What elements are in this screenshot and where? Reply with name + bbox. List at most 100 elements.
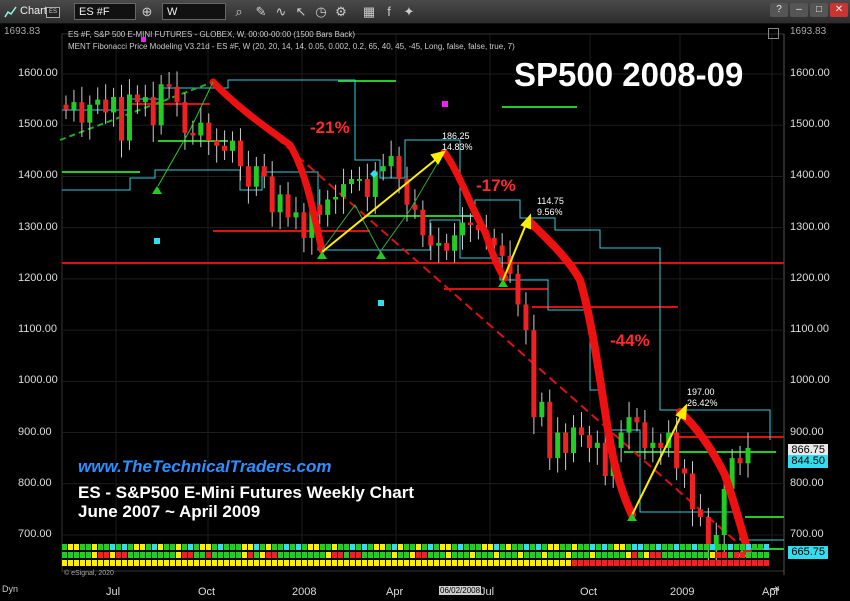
strip-cell	[362, 552, 367, 558]
candle-body	[705, 517, 711, 551]
symbol-search-icon[interactable]: ⊕	[141, 4, 153, 19]
signal-marker	[442, 101, 448, 107]
strip-cell	[566, 560, 571, 566]
strip-cell	[650, 544, 655, 550]
candle-body	[317, 204, 323, 215]
legend-indicator: MENT Fibonacci Price Modeling V3.21d - E…	[68, 42, 515, 51]
minimize-button[interactable]: –	[790, 3, 808, 17]
strip-cell	[128, 544, 133, 550]
y-tick-label: 1200.00	[790, 271, 830, 284]
link-icon[interactable]: ES	[46, 3, 60, 20]
strip-cell	[92, 552, 97, 558]
twitter-icon[interactable]: ✦	[403, 4, 415, 19]
candle-body	[634, 417, 640, 423]
candle-body	[658, 442, 664, 448]
x-tick-label: Oct	[580, 586, 598, 598]
expand-icon[interactable]	[768, 28, 779, 39]
cursor-icon[interactable]: ↖	[295, 4, 307, 19]
strip-cell	[536, 560, 541, 566]
strip-cell	[668, 552, 673, 558]
draw-icon[interactable]: ✎	[255, 4, 267, 19]
strip-cell	[302, 560, 307, 566]
wave-icon[interactable]: ∿	[275, 4, 287, 19]
strip-cell	[734, 544, 739, 550]
rally-points: 186.25	[442, 131, 470, 141]
price-tag-high: 866.75	[788, 444, 828, 457]
strip-cell	[206, 544, 211, 550]
strip-cell	[626, 560, 631, 566]
strip-cell	[266, 552, 271, 558]
strip-cell	[290, 544, 295, 550]
strip-cell	[476, 544, 481, 550]
strip-cell	[140, 544, 145, 550]
strip-cell	[458, 552, 463, 558]
facebook-icon[interactable]: f	[387, 4, 391, 19]
price-chart[interactable]: ES #F, S&P 500 E-MINI FUTURES - GLOBEX, …	[0, 24, 850, 601]
interval-select[interactable]: W	[162, 3, 226, 20]
strip-cell	[224, 560, 229, 566]
strip-cell	[758, 544, 763, 550]
strip-cell	[386, 560, 391, 566]
candle-body	[333, 196, 339, 200]
strip-cell	[278, 544, 283, 550]
strip-cell	[470, 560, 475, 566]
candle-body	[578, 427, 584, 436]
timer-icon[interactable]: ◷	[315, 4, 327, 19]
strip-cell	[668, 544, 673, 550]
candle-body	[190, 132, 196, 136]
strip-cell	[710, 560, 715, 566]
candle-body	[515, 273, 521, 305]
strip-cell	[596, 552, 601, 558]
x-tick-label: Jul	[480, 586, 495, 598]
strip-cell	[602, 560, 607, 566]
strip-cell	[356, 560, 361, 566]
strip-cell	[578, 560, 583, 566]
strip-cell	[146, 560, 151, 566]
strip-cell	[146, 544, 151, 550]
candle-body	[396, 155, 402, 180]
strip-cell	[584, 560, 589, 566]
search-icon[interactable]: ⌕	[235, 4, 243, 19]
candle-body	[444, 243, 450, 251]
strip-cell	[164, 560, 169, 566]
scroll-end-icon[interactable]: ⇥	[770, 583, 780, 595]
candle-body	[420, 209, 426, 236]
strip-cell	[446, 552, 451, 558]
candle-body	[404, 179, 410, 205]
x-tick-label: 2009	[670, 586, 695, 598]
symbol-input[interactable]: ES #F	[74, 3, 136, 20]
candle-body	[348, 179, 354, 185]
strip-cell	[518, 544, 523, 550]
strip-cell	[344, 544, 349, 550]
dyn-label[interactable]: Dyn	[2, 584, 19, 594]
website-link[interactable]: www.TheTechnicalTraders.com	[78, 457, 332, 476]
strip-cell	[110, 552, 115, 558]
strip-cell	[302, 552, 307, 558]
strip-cell	[686, 544, 691, 550]
candle-body	[126, 94, 132, 141]
strip-cell	[518, 560, 523, 566]
candle-body	[729, 458, 735, 489]
strip-cell	[128, 552, 133, 558]
strip-cell	[236, 560, 241, 566]
strip-cell	[254, 560, 259, 566]
strip-cell	[278, 560, 283, 566]
strip-cell	[272, 544, 277, 550]
candle-body	[261, 166, 267, 177]
strip-cell	[434, 552, 439, 558]
strip-cell	[596, 544, 601, 550]
help-button[interactable]: ?	[770, 3, 788, 17]
candle-body	[206, 122, 212, 141]
strip-cell	[326, 544, 331, 550]
candle-body	[380, 166, 386, 172]
strip-cell	[728, 544, 733, 550]
rally-points: 197.00	[687, 387, 715, 397]
y-tick-label: 1400.00	[18, 169, 58, 182]
maximize-button[interactable]: □	[810, 3, 828, 17]
candlesticks	[63, 71, 751, 565]
close-button[interactable]: ✕	[830, 3, 848, 17]
copyright: © eSignal, 2020	[64, 570, 114, 577]
settings-icon[interactable]: ⚙	[335, 4, 347, 19]
grid-icon[interactable]: ▦	[362, 4, 376, 19]
strip-cell	[116, 552, 121, 558]
